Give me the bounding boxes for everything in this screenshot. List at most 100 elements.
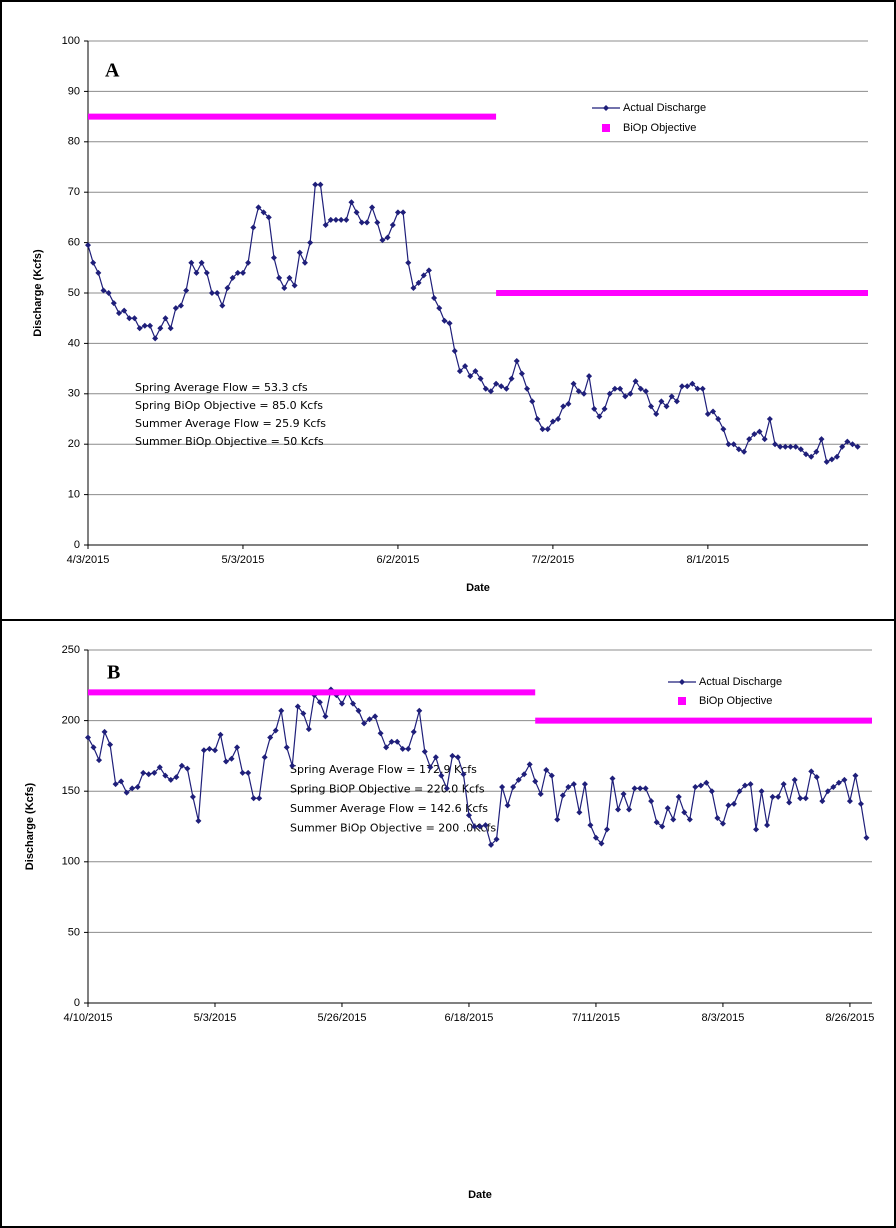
data-marker (208, 290, 215, 296)
data-marker (543, 767, 550, 774)
data-marker (482, 385, 489, 392)
y-tick-label: 80 (68, 136, 80, 148)
annotation: Summer BiOp Objective = 200 .0Kcfs (290, 822, 496, 835)
data-marker (211, 747, 218, 754)
data-marker (410, 728, 417, 735)
data-marker (834, 453, 841, 460)
data-marker (343, 216, 350, 223)
x-axis-label: Date (466, 582, 490, 594)
data-marker (751, 431, 758, 438)
data-marker (245, 259, 252, 266)
data-marker (377, 730, 384, 737)
data-marker (704, 410, 711, 417)
data-marker (145, 771, 152, 778)
data-marker (609, 775, 616, 782)
data-marker (648, 403, 655, 410)
data-marker (261, 754, 268, 761)
data-marker (239, 769, 246, 776)
data-marker (508, 375, 515, 382)
data-marker (394, 209, 401, 216)
data-marker (659, 823, 666, 830)
data-marker (353, 209, 360, 216)
legend-marker (679, 679, 685, 685)
data-marker (278, 707, 285, 714)
data-marker (611, 385, 618, 392)
data-marker (761, 436, 768, 443)
data-marker (663, 403, 670, 410)
data-marker (797, 795, 804, 802)
data-marker (399, 745, 406, 752)
data-marker (797, 446, 804, 453)
data-marker (140, 769, 147, 776)
annotation: Spring Average Flow = 53.3 cfs (135, 381, 308, 394)
data-marker (586, 373, 593, 380)
data-marker (792, 443, 799, 450)
data-marker (348, 199, 355, 206)
data-marker (460, 771, 467, 778)
data-marker (305, 726, 312, 733)
data-marker (327, 216, 334, 223)
data-marker (828, 456, 835, 463)
data-marker (105, 290, 112, 296)
y-axis-label: Discharge (Kcfs) (32, 249, 44, 337)
data-marker (289, 762, 296, 769)
data-marker (782, 443, 789, 450)
data-marker (518, 370, 525, 377)
x-tick-label: 4/10/2015 (64, 1012, 113, 1024)
annotation: Summer BiOp Objective = 50 Kcfs (135, 435, 324, 448)
data-marker (374, 219, 381, 226)
data-marker (184, 765, 191, 772)
data-marker (405, 745, 412, 752)
data-marker (178, 762, 185, 769)
data-marker (575, 388, 582, 395)
data-marker (229, 274, 236, 281)
y-tick-label: 90 (68, 85, 80, 97)
data-marker (260, 209, 267, 216)
data-marker (679, 383, 686, 390)
data-marker (791, 776, 798, 783)
data-marker (206, 745, 213, 752)
data-marker (824, 788, 831, 795)
data-marker (115, 310, 122, 317)
data-marker (591, 405, 598, 412)
data-marker (427, 764, 434, 771)
data-marker (742, 782, 749, 789)
data-marker (823, 458, 830, 465)
data-marker (601, 405, 608, 412)
panel-letter: A (105, 60, 120, 82)
data-marker (195, 817, 202, 824)
data-marker (90, 744, 97, 751)
data-marker (863, 834, 870, 841)
data-marker (416, 707, 423, 714)
data-marker (110, 300, 117, 307)
data-marker (664, 805, 671, 812)
panel-letter: B (107, 662, 120, 684)
data-marker (156, 764, 163, 771)
data-marker (101, 728, 108, 735)
data-marker (521, 771, 528, 778)
data-marker (617, 385, 624, 392)
x-tick-label: 6/2/2015 (377, 554, 420, 566)
data-marker (548, 772, 555, 779)
data-marker (123, 789, 130, 796)
data-marker (488, 841, 495, 848)
legend-label: BiOp Objective (699, 695, 772, 707)
data-marker (136, 325, 143, 332)
data-marker (681, 809, 688, 816)
objective-line (88, 113, 868, 296)
data-marker (118, 778, 125, 785)
data-marker (322, 221, 329, 228)
data-marker (420, 272, 427, 279)
data-marker (570, 380, 577, 387)
data-marker (534, 416, 541, 422)
panel-border (0, 619, 896, 1228)
data-marker (307, 239, 314, 246)
data-marker (454, 754, 461, 761)
y-tick-label: 150 (62, 785, 80, 797)
data-marker (503, 385, 510, 392)
data-marker (446, 320, 453, 327)
data-marker (167, 776, 174, 783)
data-marker (775, 793, 782, 800)
data-marker (294, 703, 301, 710)
